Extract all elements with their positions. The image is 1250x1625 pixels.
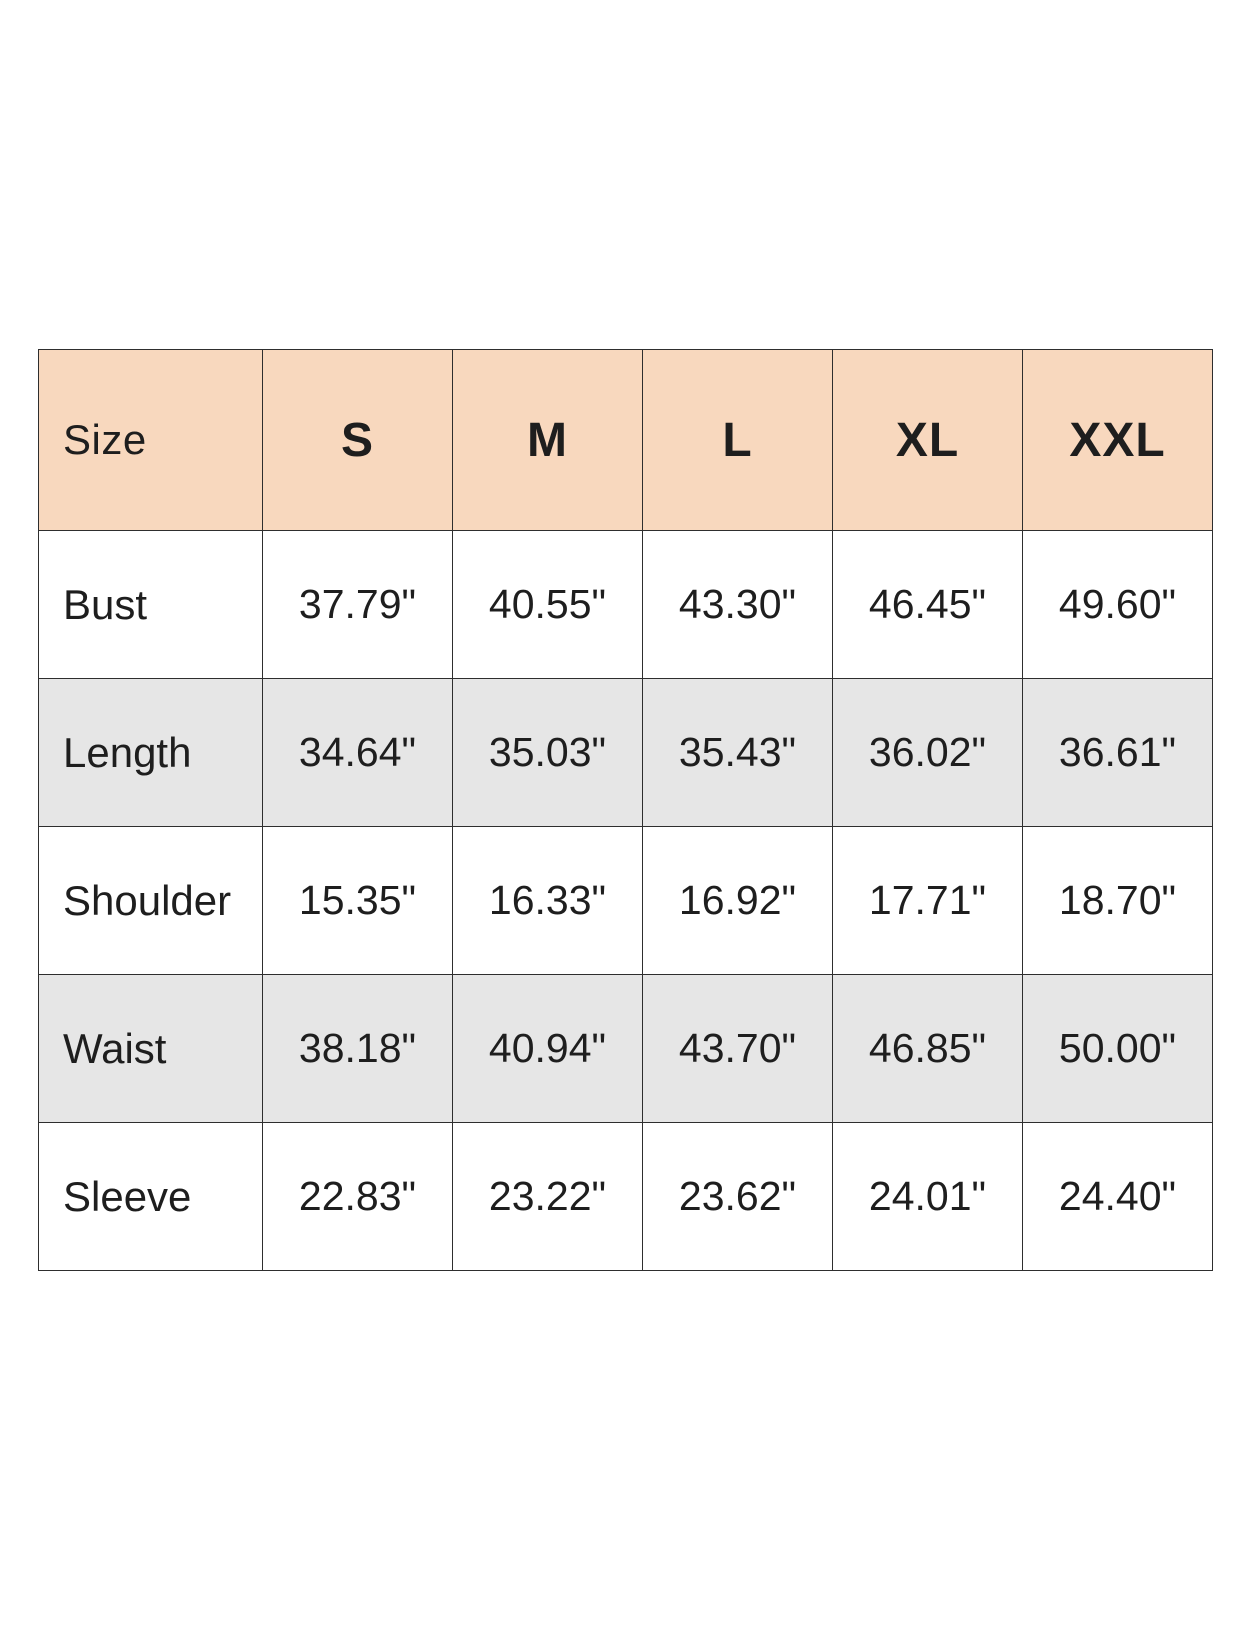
header-cell-size: Size (38, 349, 263, 531)
cell-length-s: 34.64" (262, 678, 453, 827)
cell-waist-xxl: 50.00" (1022, 974, 1213, 1123)
cell-shoulder-m: 16.33" (452, 826, 643, 975)
cell-bust-xl: 46.45" (832, 530, 1023, 679)
size-chart-table: Size S M L XL XXL Bust 37.79" 40.55" 43.… (38, 349, 1213, 1271)
cell-waist-m: 40.94" (452, 974, 643, 1123)
cell-length-xl: 36.02" (832, 678, 1023, 827)
header-row: Size S M L XL XXL (38, 349, 1213, 531)
cell-length-m: 35.03" (452, 678, 643, 827)
cell-waist-l: 43.70" (642, 974, 833, 1123)
table-row-shoulder: Shoulder 15.35" 16.33" 16.92" 17.71" 18.… (38, 826, 1213, 975)
cell-length-l: 35.43" (642, 678, 833, 827)
table-row-length: Length 34.64" 35.03" 35.43" 36.02" 36.61… (38, 678, 1213, 827)
table-row-sleeve: Sleeve 22.83" 23.22" 23.62" 24.01" 24.40… (38, 1122, 1213, 1271)
cell-length-xxl: 36.61" (1022, 678, 1213, 827)
cell-bust-m: 40.55" (452, 530, 643, 679)
header-cell-s: S (262, 349, 453, 531)
cell-shoulder-xxl: 18.70" (1022, 826, 1213, 975)
cell-sleeve-s: 22.83" (262, 1122, 453, 1271)
cell-waist-s: 38.18" (262, 974, 453, 1123)
header-cell-xl: XL (832, 349, 1023, 531)
cell-sleeve-l: 23.62" (642, 1122, 833, 1271)
cell-waist-xl: 46.85" (832, 974, 1023, 1123)
row-label-length: Length (38, 678, 263, 827)
header-cell-l: L (642, 349, 833, 531)
cell-shoulder-xl: 17.71" (832, 826, 1023, 975)
row-label-shoulder: Shoulder (38, 826, 263, 975)
cell-bust-l: 43.30" (642, 530, 833, 679)
table-row-waist: Waist 38.18" 40.94" 43.70" 46.85" 50.00" (38, 974, 1213, 1123)
cell-sleeve-m: 23.22" (452, 1122, 643, 1271)
header-cell-xxl: XXL (1022, 349, 1213, 531)
cell-sleeve-xxl: 24.40" (1022, 1122, 1213, 1271)
table-row-bust: Bust 37.79" 40.55" 43.30" 46.45" 49.60" (38, 530, 1213, 679)
cell-bust-xxl: 49.60" (1022, 530, 1213, 679)
cell-bust-s: 37.79" (262, 530, 453, 679)
header-cell-m: M (452, 349, 643, 531)
cell-shoulder-l: 16.92" (642, 826, 833, 975)
row-label-sleeve: Sleeve (38, 1122, 263, 1271)
row-label-waist: Waist (38, 974, 263, 1123)
row-label-bust: Bust (38, 530, 263, 679)
cell-shoulder-s: 15.35" (262, 826, 453, 975)
cell-sleeve-xl: 24.01" (832, 1122, 1023, 1271)
